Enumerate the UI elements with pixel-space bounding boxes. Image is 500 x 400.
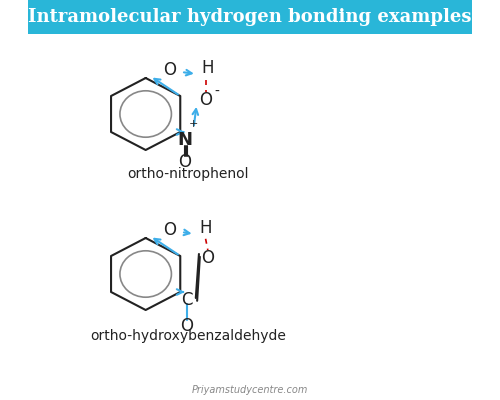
Text: O: O — [164, 61, 176, 79]
Text: H: H — [202, 59, 214, 77]
Text: Intramolecular hydrogen bonding examples: Intramolecular hydrogen bonding examples — [28, 8, 472, 26]
Text: ortho-hydroxybenzaldehyde: ortho-hydroxybenzaldehyde — [90, 329, 286, 343]
Text: O: O — [180, 317, 194, 335]
Text: Priyamstudycentre.com: Priyamstudycentre.com — [192, 385, 308, 395]
Text: H: H — [200, 219, 212, 237]
Text: O: O — [164, 221, 176, 239]
Text: -: - — [214, 85, 219, 99]
Text: +: + — [189, 119, 198, 129]
Text: N: N — [177, 131, 192, 149]
FancyBboxPatch shape — [28, 0, 472, 34]
Text: ortho-nitrophenol: ortho-nitrophenol — [127, 167, 248, 181]
Text: C: C — [181, 291, 192, 309]
Text: O: O — [178, 153, 191, 171]
Text: O: O — [202, 249, 214, 267]
Text: O: O — [199, 91, 212, 109]
